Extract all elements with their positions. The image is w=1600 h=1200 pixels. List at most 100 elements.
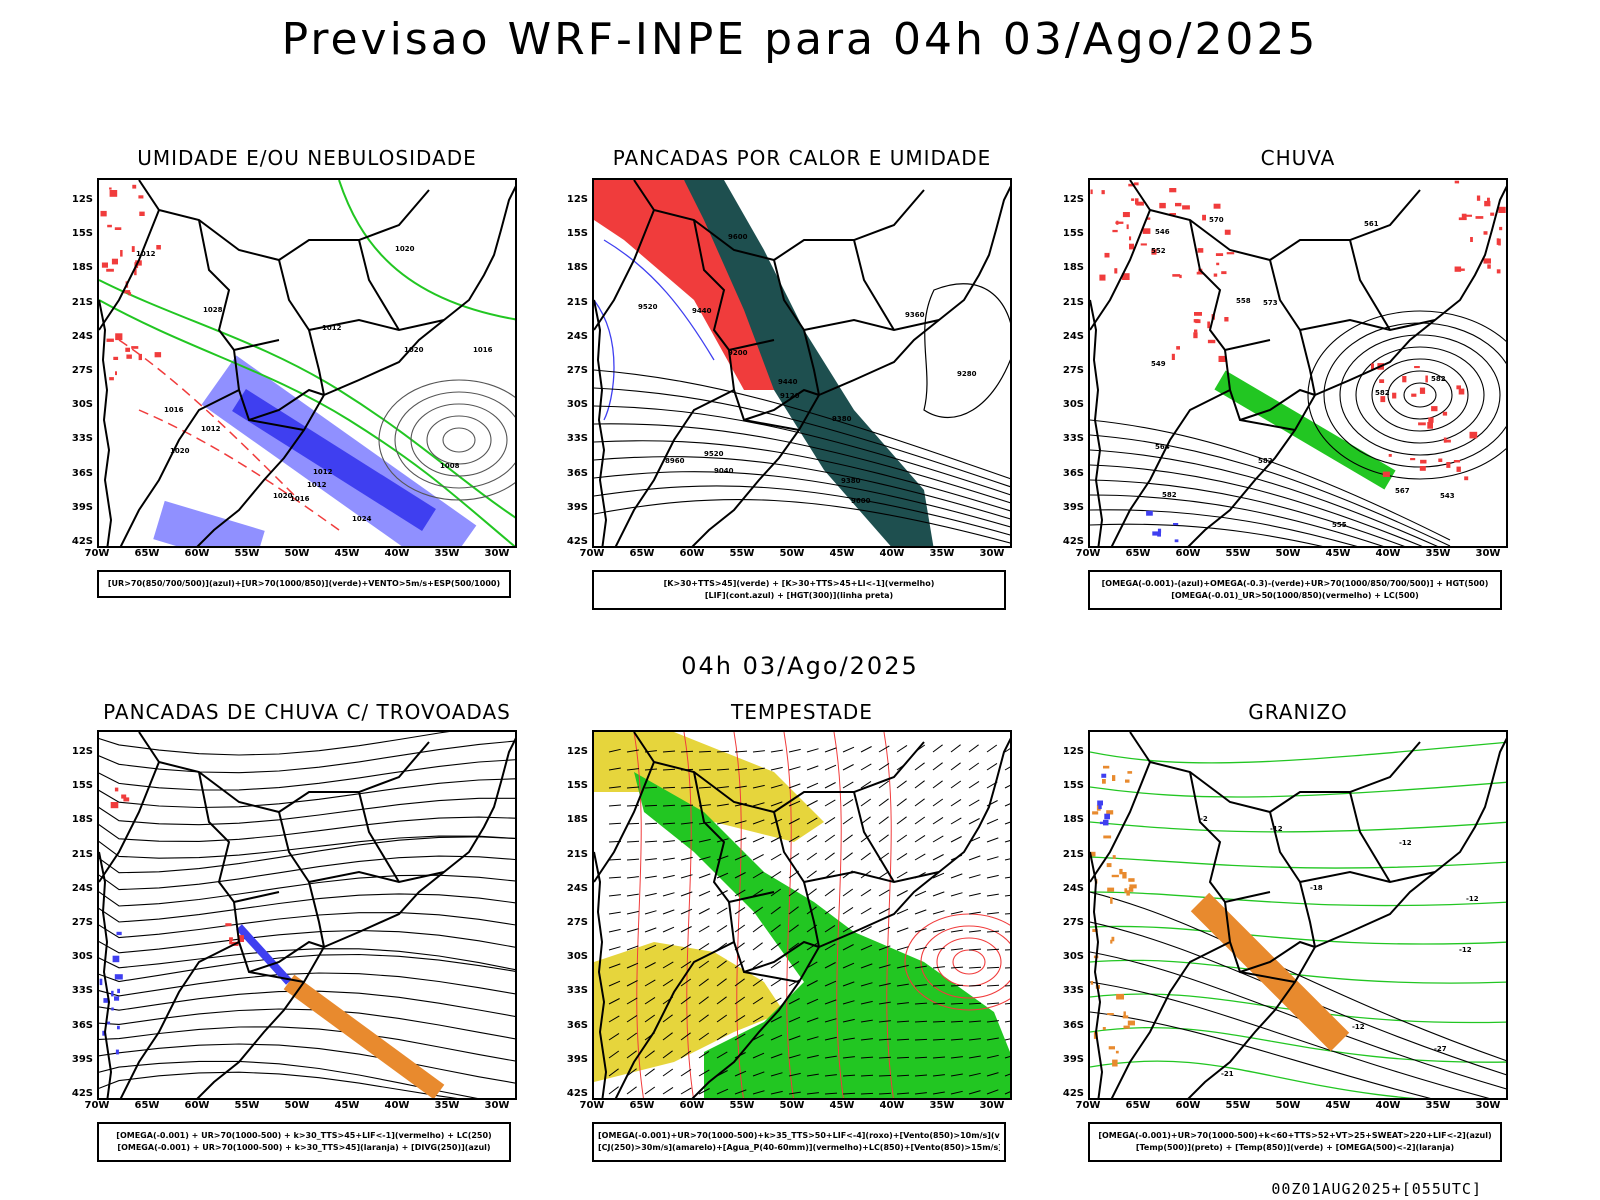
speckle [237,935,244,942]
wind-vector [698,838,711,843]
wind-vector [896,816,907,825]
border-line [248,940,325,973]
lat-tick-label: 12S [1062,194,1084,205]
wind-vector [914,1056,928,1059]
speckle [106,338,114,342]
wind-vector [680,856,693,861]
wind-vector [1004,748,1010,753]
wind-vector [986,893,999,897]
wind-vector [878,1001,891,1005]
wind-vector [878,762,890,771]
lat-tick-label: 27S [1062,365,1084,376]
wind-vector [896,927,909,933]
lon-tick-label: 35W [929,1100,955,1111]
lon-tick-label: 65W [134,548,160,559]
wind-vector [680,786,694,789]
lon-tick-label: 30W [979,548,1005,559]
border-line [728,901,800,983]
hail-omega-area [1190,892,1350,1052]
contour-ring [394,391,515,489]
lon-tick-label: 65W [1125,1100,1151,1111]
coastline [1187,185,1506,546]
wind-vector [824,1018,837,1023]
wind-vector [842,1074,856,1077]
speckle [1152,531,1159,536]
wind-vector [806,888,817,897]
wind-vector [932,798,944,807]
border-line [1224,349,1296,431]
wind-vector [698,942,710,951]
border-line [853,239,895,331]
wind-vector [914,780,925,789]
speckle [1224,317,1229,322]
contour-label: 549 [1151,360,1166,368]
wind-vector [968,1020,982,1023]
wind-vector [824,1055,837,1059]
lat-tick-label: 42S [1062,1088,1084,1099]
speckle [1461,213,1467,220]
contour-ring [1403,382,1437,408]
streamline [99,835,515,859]
lon-tick-label: 30W [484,548,510,559]
contour-label: 582 [1162,491,1177,499]
speckle [1392,392,1397,399]
storm-map [592,730,1012,1100]
wind-vector [608,963,621,969]
wind-vector [860,944,873,951]
legend-line: [OMEGA(-0.001) + UR>70(1000-500) + k>30_… [117,1143,491,1152]
wind-vector [644,858,657,861]
speckle [109,377,114,381]
wind-vector [698,908,710,915]
contour-label: 9520 [704,450,724,458]
lon-tick-label: 40W [384,1100,410,1111]
wind-vector [878,889,890,897]
wind-vector [644,822,658,825]
wind-vector [716,978,727,987]
wind-vector [644,927,657,933]
speckle [1444,439,1451,443]
wind-vector [608,1068,619,1077]
speckle [1371,363,1374,370]
wind-vector [950,873,963,879]
wind-vector [644,979,656,987]
humidity-map: 1020 1012 1012 1012 1016 1020 1012 1016 1020 1028… [97,178,517,548]
lat-tick-label: 18S [71,262,93,274]
wind-vector [842,1000,855,1005]
wind-vector [626,997,638,1005]
lon-tick-label: 55W [1225,548,1251,559]
streamline [99,893,515,923]
wind-vector [914,984,927,987]
speckle [1133,182,1139,186]
border-line [1110,941,1231,1098]
lat-tick-label: 27S [566,917,588,928]
wind-vector [1004,931,1010,933]
wind-vector [860,963,873,969]
wind-vector [662,750,676,753]
speckle [1388,454,1392,457]
wind-vector [932,984,946,987]
wind-vector [896,964,909,969]
wind-vector [788,960,800,969]
height-contour [594,423,1010,504]
wind-vector [860,834,871,843]
pacific-coastline [99,299,113,546]
wind-vector [770,942,781,951]
contour-label: 9440 [778,378,798,386]
speckle [1213,203,1221,209]
wind-vector [842,962,855,969]
wind-vector [662,1068,674,1077]
speckle [1110,897,1113,904]
wind-vector [770,766,783,771]
pressure-rings [378,379,515,501]
wind-vector [968,1038,981,1041]
speckle [1207,339,1216,344]
wind-vector [662,1050,673,1059]
wind-vector [950,984,964,987]
lat-tick-label: 15S [1062,228,1084,240]
contour-ring [378,379,515,501]
border-line [1349,791,1391,883]
wind-vector [1004,894,1010,897]
speckle [1115,221,1124,224]
lat-tick-label: 15S [1062,780,1084,792]
wind-vector [680,960,692,969]
